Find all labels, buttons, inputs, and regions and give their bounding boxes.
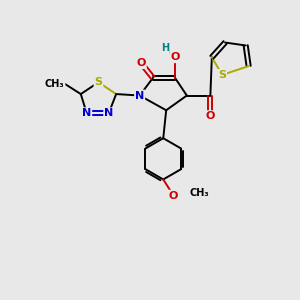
Text: O: O — [170, 52, 180, 62]
Text: CH₃: CH₃ — [45, 79, 64, 89]
Text: S: S — [94, 77, 103, 87]
Text: N: N — [135, 91, 144, 100]
Text: N: N — [82, 108, 91, 118]
Text: CH₃: CH₃ — [190, 188, 209, 198]
Text: O: O — [169, 190, 178, 201]
Text: S: S — [218, 70, 226, 80]
Text: O: O — [206, 111, 215, 121]
Text: N: N — [104, 108, 113, 118]
Text: O: O — [136, 58, 146, 68]
Text: H: H — [161, 44, 169, 53]
